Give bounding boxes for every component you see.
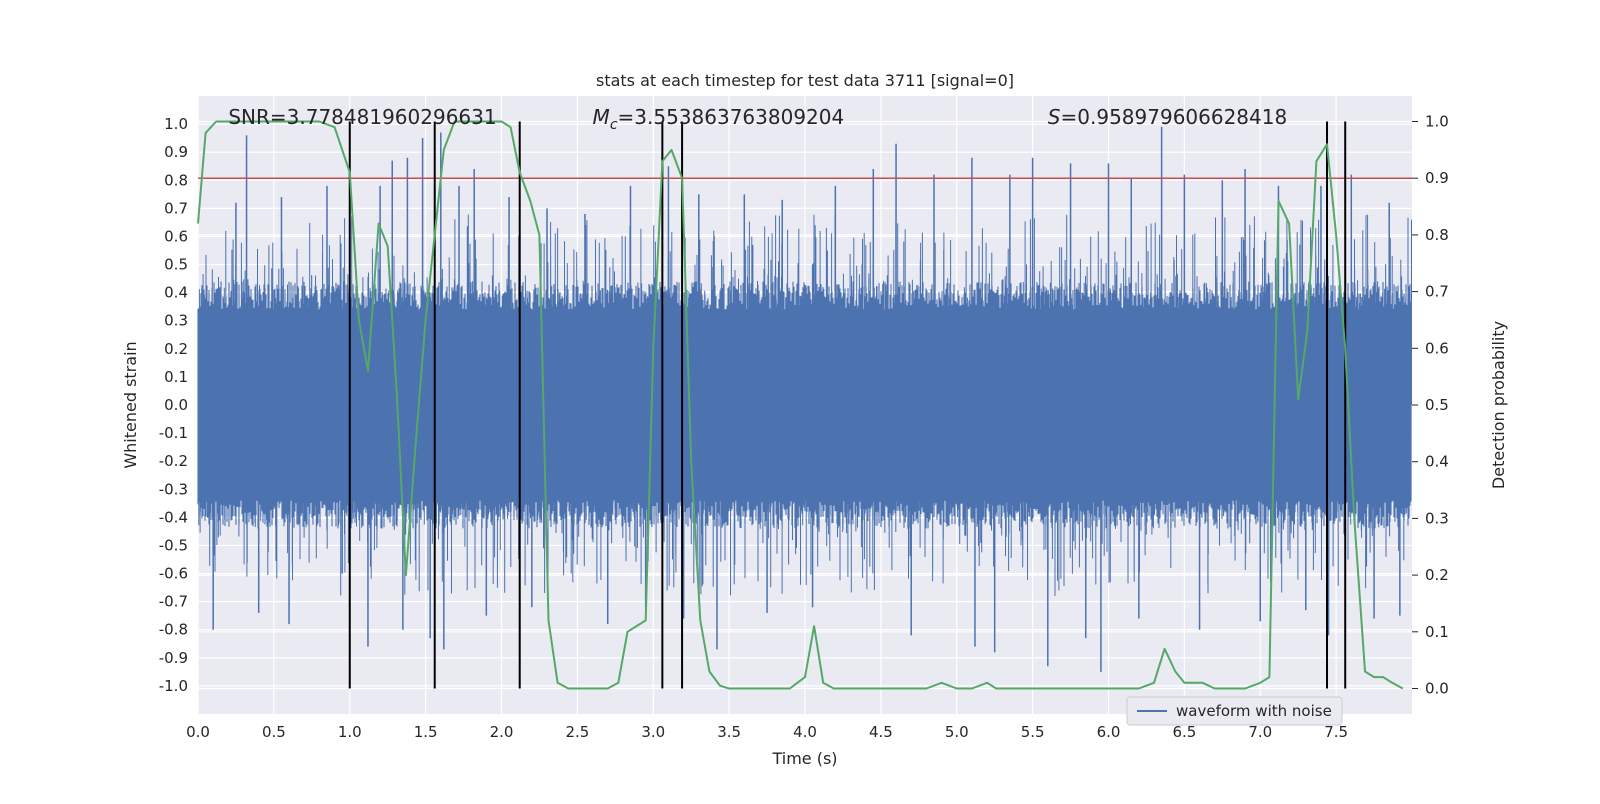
y-tick-label: -0.9 <box>159 649 188 667</box>
s-value: =0.958979606628418 <box>1061 105 1288 129</box>
x-axis-label: Time (s) <box>771 749 837 768</box>
legend: waveform with noise <box>1126 696 1343 726</box>
y-tick-label: -0.8 <box>159 621 188 639</box>
vertical-markers <box>348 121 1347 689</box>
x-tick-label: 3.0 <box>641 723 665 741</box>
y-tick-label: -0.4 <box>159 508 188 526</box>
y2-tick-label: 0.5 <box>1425 396 1449 414</box>
y2-tick-label: 0.3 <box>1425 509 1449 527</box>
x-tick-label: 0.5 <box>262 723 286 741</box>
y2-tick-label: 0.1 <box>1425 623 1449 641</box>
s-annotation: S=0.958979606628418 <box>1048 105 1287 129</box>
probability-series <box>197 120 1404 690</box>
y2-tick-label: 1.0 <box>1425 113 1449 131</box>
y-tick-label: -0.3 <box>159 480 188 498</box>
x-tick-label: 2.5 <box>565 723 589 741</box>
y-tick-label: -0.7 <box>159 593 188 611</box>
y-tick-label: 0.0 <box>164 396 188 414</box>
y-tick-label: 0.9 <box>164 143 188 161</box>
y2-tick-label: 0.9 <box>1425 169 1449 187</box>
y2-tick-label: 0.2 <box>1425 566 1449 584</box>
x-tick-label: 3.5 <box>717 723 741 741</box>
mc-subscript: c <box>610 117 618 133</box>
x-tick-label: 6.5 <box>1172 723 1196 741</box>
y-tick-label: 1.0 <box>164 115 188 133</box>
y-tick-label: -1.0 <box>159 677 188 695</box>
y2-tick-label: 0.7 <box>1425 283 1449 301</box>
x-tick-label: 2.0 <box>490 723 514 741</box>
y-tick-label: -0.2 <box>159 452 188 470</box>
y2-tick-label: 0.6 <box>1425 339 1449 357</box>
y-tick-label: -0.5 <box>159 536 188 554</box>
y-axis-label: Whitened strain <box>121 341 140 468</box>
x-tick-label: 7.5 <box>1324 723 1348 741</box>
y2-tick-label: 0.4 <box>1425 453 1449 471</box>
x-tick-label: 6.0 <box>1097 723 1121 741</box>
snr-annotation: SNR=3.778481960296631 <box>228 105 496 129</box>
y-tick-label: 0.7 <box>164 199 188 217</box>
y2-tick-label: 0.0 <box>1425 679 1449 697</box>
y-tick-label: 0.4 <box>164 284 188 302</box>
x-tick-label: 5.5 <box>1021 723 1045 741</box>
y-tick-label: 0.1 <box>164 368 188 386</box>
x-tick-label: 4.5 <box>869 723 893 741</box>
x-tick-label: 0.0 <box>186 723 210 741</box>
mc-symbol: M <box>593 105 610 129</box>
y-tick-label: -0.6 <box>159 565 188 583</box>
y-tick-label: 0.2 <box>164 340 188 358</box>
legend-label: waveform with noise <box>1176 702 1332 720</box>
x-tick-label: 4.0 <box>793 723 817 741</box>
y-tick-label: -0.1 <box>159 424 188 442</box>
chirp-mass-annotation: Mc=3.553863763809204 <box>593 105 845 133</box>
x-tick-label: 1.5 <box>414 723 438 741</box>
y-tick-label: 0.3 <box>164 312 188 330</box>
y-tick-label: 0.8 <box>164 171 188 189</box>
x-tick-label: 1.0 <box>338 723 362 741</box>
detection-probability-line <box>197 120 1404 690</box>
y-tick-label: 0.6 <box>164 227 188 245</box>
chart-title: stats at each timestep for test data 371… <box>596 71 1014 90</box>
legend-box <box>1126 696 1343 726</box>
s-symbol: S <box>1048 105 1061 129</box>
mc-value: =3.553863763809204 <box>618 105 845 129</box>
y2-tick-label: 0.8 <box>1425 226 1449 244</box>
y-tick-label: 0.5 <box>164 256 188 274</box>
tick-labels: 0.0 0.5 1.0 1.5 2.0 2.5 3.0 3.5 4.0 4.5 5.0 5.5 6.0 6… <box>159 113 1449 741</box>
y2-axis-label: Detection probability <box>1489 321 1508 489</box>
x-tick-label: 7.0 <box>1248 723 1272 741</box>
x-tick-label: 5.0 <box>945 723 969 741</box>
